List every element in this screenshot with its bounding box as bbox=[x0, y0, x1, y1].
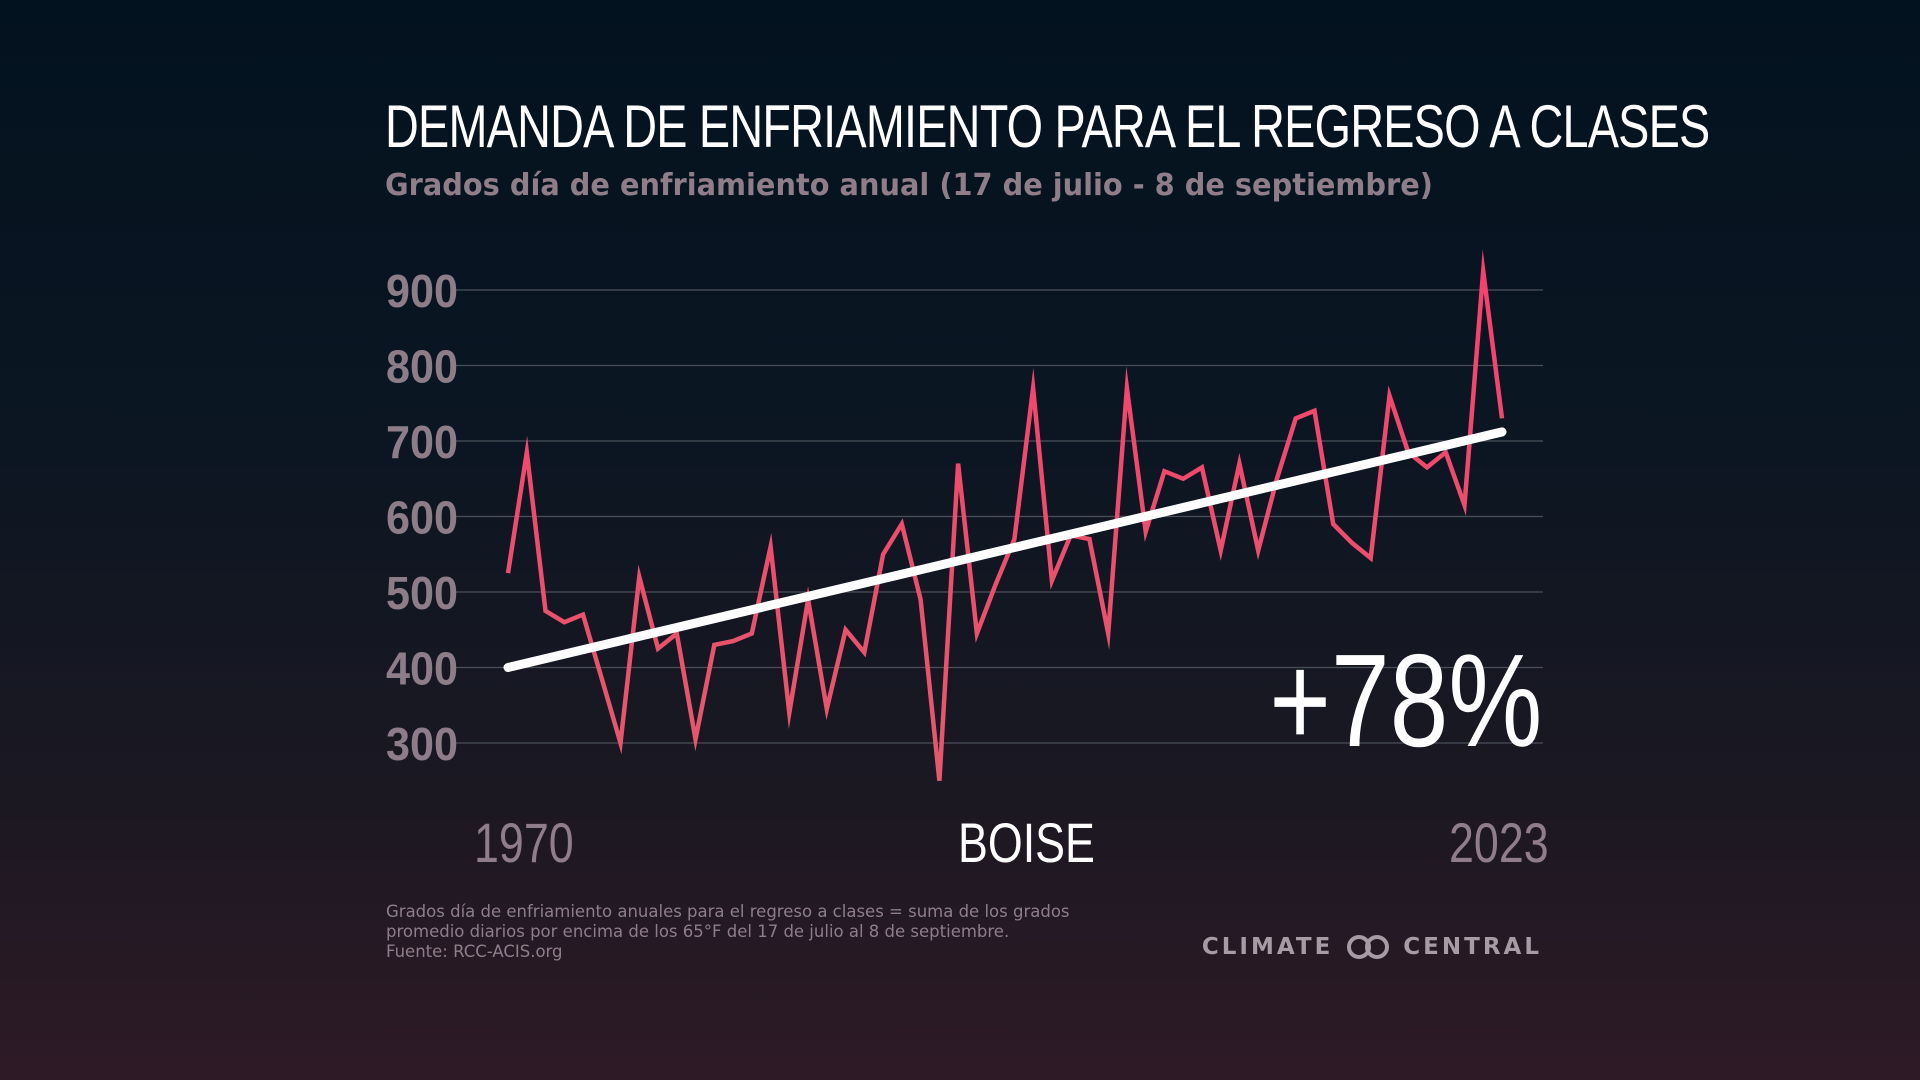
brand-word-central: CENTRAL bbox=[1403, 934, 1542, 960]
y-tick-label-800: 800 bbox=[386, 341, 458, 393]
y-tick-label-700: 700 bbox=[386, 416, 458, 468]
x-start-label: 1970 bbox=[474, 811, 574, 874]
chart-title: DEMANDA DE ENFRIAMIENTO PARA EL REGRESO … bbox=[385, 93, 1710, 160]
x-end-label: 2023 bbox=[1449, 811, 1549, 874]
y-tick-label-600: 600 bbox=[386, 492, 458, 544]
footnote-source: Fuente: RCC-ACIS.org bbox=[386, 942, 563, 961]
footnote-line-2: promedio diarios por encima de los 65°F … bbox=[386, 922, 1010, 941]
trend-line bbox=[503, 427, 1507, 672]
footnote: Grados día de enfriamiento anuales para … bbox=[386, 902, 1146, 962]
y-tick-label-500: 500 bbox=[386, 567, 458, 619]
climate-central-logo: CLIMATE CENTRAL bbox=[1202, 934, 1542, 960]
y-tick-label-400: 400 bbox=[386, 643, 458, 695]
percent-change-annotation: +78% bbox=[1268, 627, 1542, 774]
chart-subtitle: Grados día de enfriamiento anual (17 de … bbox=[385, 168, 1433, 203]
footnote-line-1: Grados día de enfriamiento anuales para … bbox=[386, 902, 1070, 921]
y-tick-label-900: 900 bbox=[386, 265, 458, 317]
y-tick-label-300: 300 bbox=[386, 718, 458, 770]
series-line-cooling-degree-days bbox=[505, 249, 1505, 782]
brand-word-climate: CLIMATE bbox=[1201, 934, 1334, 960]
linked-rings-icon bbox=[1347, 935, 1390, 959]
location-label: BOISE bbox=[958, 811, 1095, 874]
